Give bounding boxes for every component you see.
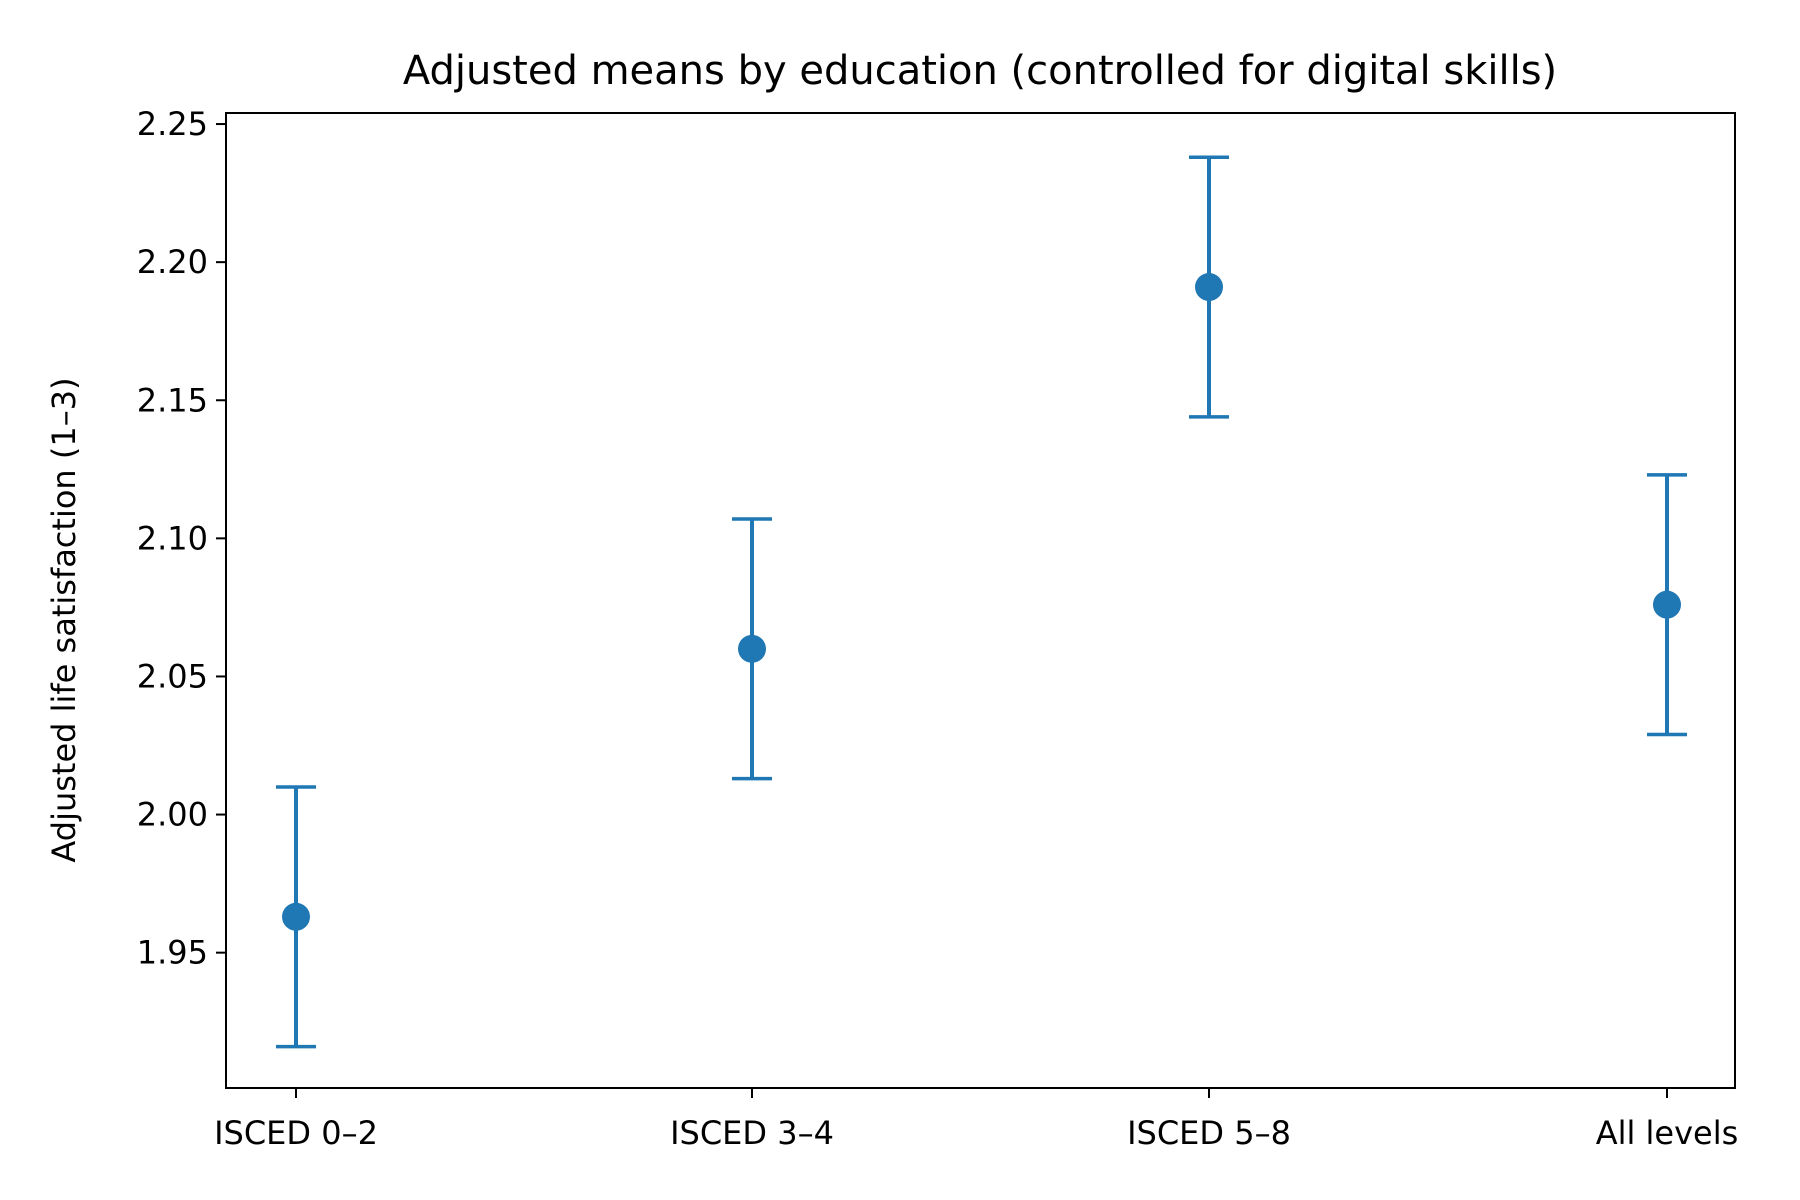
data-point-group: [1647, 473, 1687, 737]
y-tick-label: 2.10: [137, 519, 208, 557]
data-point-group: [276, 785, 316, 1049]
y-tick-label: 2.20: [137, 243, 208, 281]
data-point-group: [1189, 155, 1229, 419]
y-tick-label: 2.15: [137, 381, 208, 419]
x-tick-label: ISCED 0–2: [214, 1114, 378, 1152]
data-point: [1195, 273, 1223, 302]
data-point: [282, 902, 310, 931]
plot-frame: [225, 112, 1736, 1089]
data-point: [1653, 590, 1681, 619]
y-tick-label: 1.95: [137, 934, 208, 972]
marks-layer: [276, 155, 1687, 1049]
data-point: [738, 634, 766, 663]
x-tick-label: All levels: [1596, 1114, 1739, 1152]
x-tick-label: ISCED 3–4: [670, 1114, 834, 1152]
y-tick-label: 2.25: [137, 105, 208, 143]
ticks-layer: 1.95 2.00 2.05 2.10 2.15 2.20 2.25 ISCED 0–2 ISC…: [137, 105, 1739, 1152]
chart-title: Adjusted means by education (controlled …: [403, 48, 1557, 94]
x-tick-label: ISCED 5–8: [1127, 1114, 1291, 1152]
y-tick-label: 2.05: [137, 657, 208, 695]
y-tick-label: 2.00: [137, 796, 208, 834]
y-axis-label: Adjusted life satisfaction (1–3): [45, 377, 83, 862]
data-point-group: [732, 517, 772, 781]
